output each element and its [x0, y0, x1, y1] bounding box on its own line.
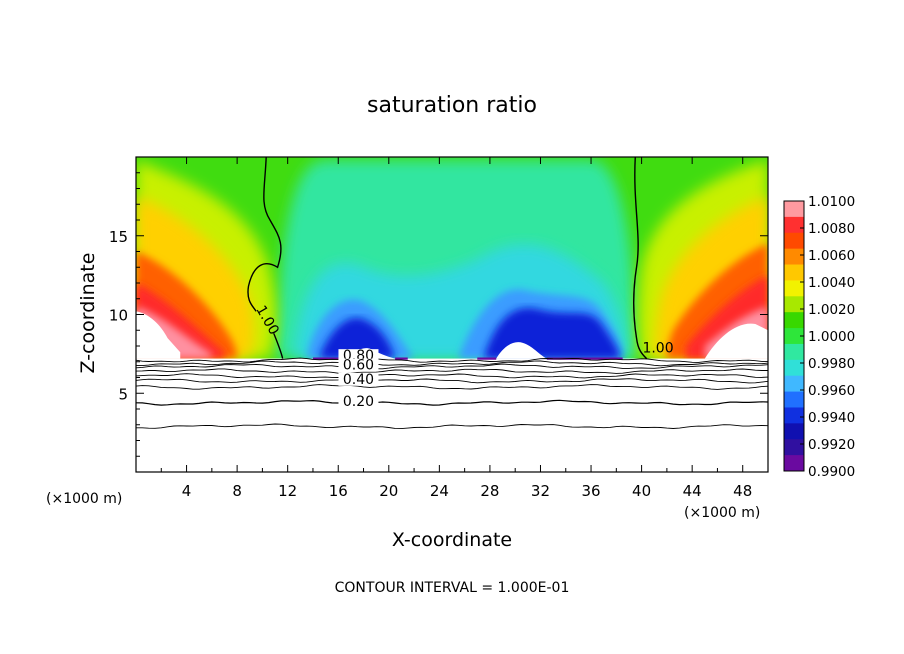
colorbar-swatch-14: [784, 423, 804, 440]
colorbar-swatch-10: [784, 359, 804, 377]
contour-1-00-left: [247, 157, 282, 312]
contour-label-1: 1.00: [642, 340, 673, 356]
x-tick-label-10: 44: [683, 482, 702, 500]
saturation-field: [136, 157, 768, 472]
subcloud-white: [136, 358, 768, 472]
contour-line-0: [136, 357, 768, 363]
colorbar-swatch-13: [784, 407, 804, 424]
colorbar-label-0: 1.0100: [808, 194, 855, 210]
contour-line-2: [136, 363, 768, 370]
colorbar-swatch-4: [784, 264, 804, 281]
colorbar-label-8: 0.9940: [808, 410, 855, 426]
colorbar-swatch-1: [784, 216, 804, 234]
y-tick-label-2: 15: [109, 228, 128, 246]
colorbar-swatch-3: [784, 248, 804, 266]
colorbar-label-3: 1.0040: [808, 275, 855, 291]
colorbar-swatch-16: [784, 455, 804, 472]
colorbar-swatch-6: [784, 296, 804, 313]
contour-labels: 1.001.000.800.600.400.20: [252, 303, 673, 410]
y-tick-label-1: 10: [109, 307, 128, 325]
contour-line-7: [136, 399, 768, 406]
colorbar-label-7: 0.9960: [808, 383, 855, 399]
x-unit-label-right: (×1000 m): [684, 505, 760, 521]
x-tick-label-5: 24: [430, 482, 449, 500]
x-axis-label: X-coordinate: [392, 529, 512, 551]
colorbar-label-1: 1.0080: [808, 221, 855, 237]
x-tick-label-7: 32: [531, 482, 550, 500]
contour-1-00-left-tail: [273, 333, 284, 359]
x-unit-label-left: (×1000 m): [46, 491, 122, 507]
contour-line-8: [136, 423, 768, 430]
colorbar-swatch-2: [784, 232, 804, 250]
contour-1-00-right: [632, 157, 648, 360]
x-tick-label-6: 28: [480, 482, 499, 500]
contour-label-bg-5: [338, 394, 379, 408]
contour-label-4: 0.40: [343, 372, 374, 388]
x-tick-label-3: 16: [329, 482, 348, 500]
x-tick-label-9: 40: [632, 482, 651, 500]
colorbar-label-5: 1.0000: [808, 329, 855, 345]
contour-label-3: 0.60: [343, 358, 374, 374]
x-tick-label-0: 4: [182, 482, 192, 500]
colorbar-label-9: 0.9920: [808, 437, 855, 453]
field-region-4: [319, 317, 396, 359]
colorbar-label-6: 0.9980: [808, 356, 855, 372]
x-tick-label-4: 20: [379, 482, 398, 500]
contour-label-bg-4: [338, 372, 379, 386]
colorbar-swatch-11: [784, 375, 804, 393]
contour-interval-note: CONTOUR INTERVAL = 1.000E-01: [335, 580, 570, 596]
contour-line-4: [136, 373, 768, 379]
contour-label-5: 0.20: [343, 394, 374, 410]
colorbar-swatch-9: [784, 343, 804, 361]
chart-title: saturation ratio: [367, 93, 537, 118]
unsaturated-left: [136, 311, 181, 359]
colorbar-swatch-12: [784, 391, 804, 408]
contour-line-5: [136, 378, 768, 384]
x-tick-label-1: 8: [232, 482, 242, 500]
colorbar-swatch-0: [784, 201, 804, 218]
unsaturated-right: [704, 323, 768, 359]
colorbar-swatch-7: [784, 312, 804, 329]
x-tick-label-11: 48: [733, 482, 752, 500]
x-tick-label-8: 36: [581, 482, 600, 500]
colorbar-label-10: 0.9900: [808, 464, 855, 480]
contour-line-3: [136, 368, 768, 375]
x-tick-label-2: 12: [278, 482, 297, 500]
colorbar-swatch-5: [784, 280, 804, 297]
y-tick-label-0: 5: [118, 385, 128, 403]
unsaturated-bump-b: [496, 342, 547, 359]
contour-line-6: [136, 384, 768, 390]
contour-label-bg-3: [338, 358, 379, 372]
y-axis-label: Z-coordinate: [77, 253, 99, 374]
colorbar-swatch-8: [784, 328, 804, 345]
colorbar: 1.0100 1.0080 1.0060 1.0040 1.0020 1.0000 0.99…: [783, 194, 855, 480]
contour-lines: [136, 157, 768, 430]
colorbar-label-2: 1.0060: [808, 248, 855, 264]
colorbar-label-4: 1.0020: [808, 302, 855, 318]
colorbar-swatch-15: [784, 439, 804, 456]
contour-line-1: [136, 360, 768, 367]
